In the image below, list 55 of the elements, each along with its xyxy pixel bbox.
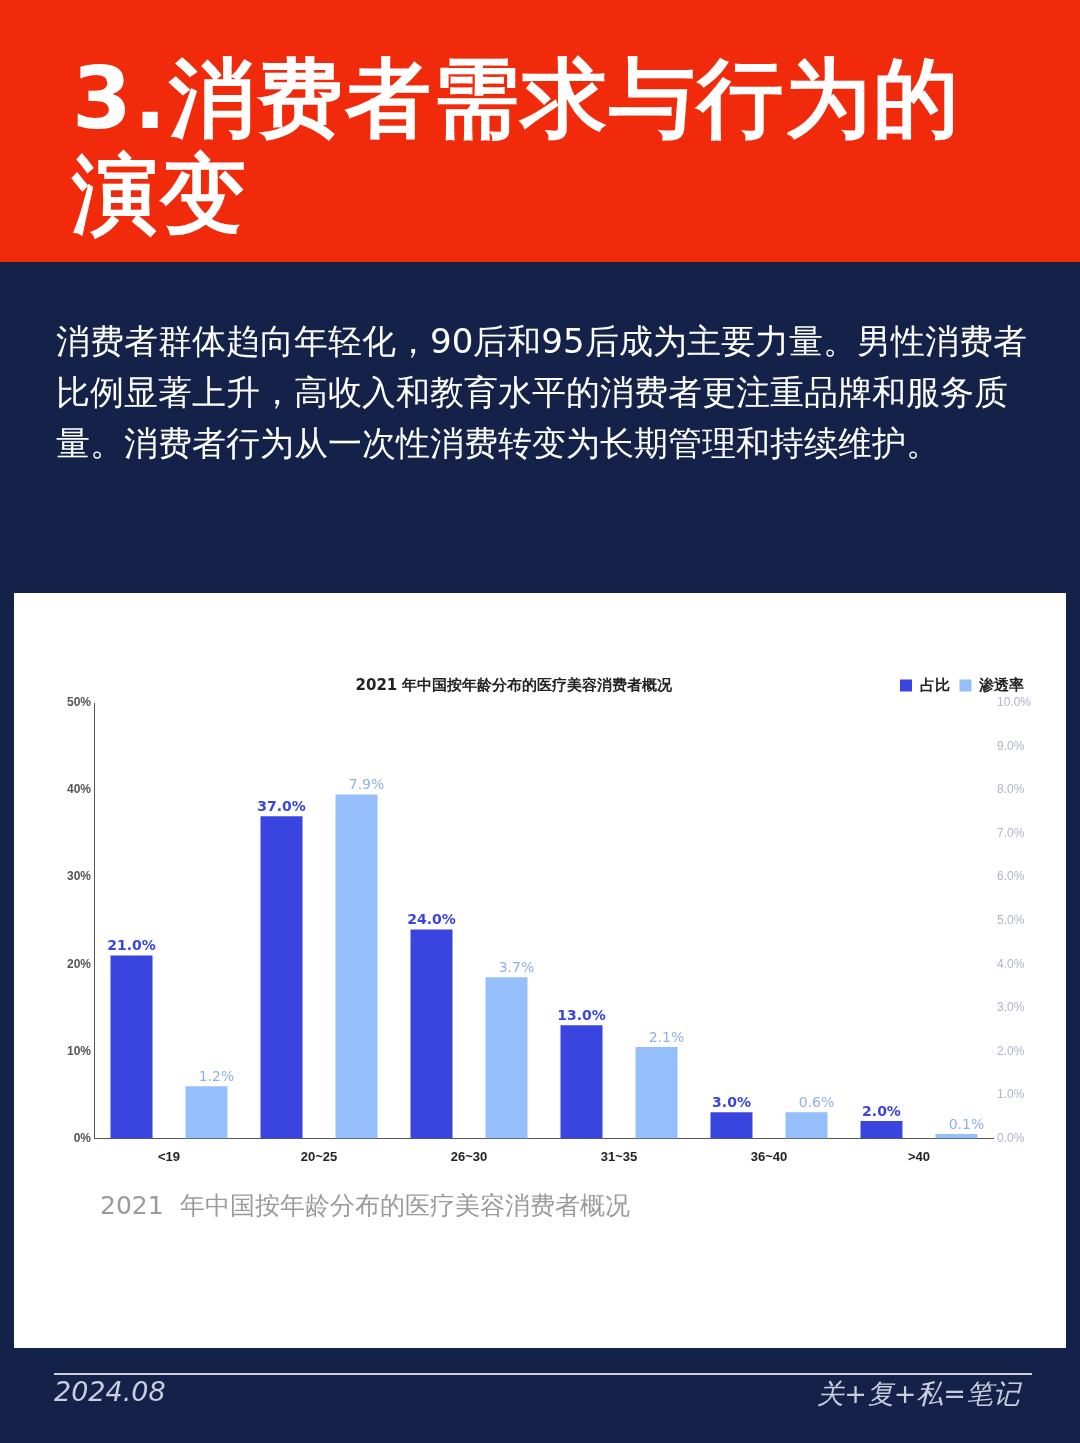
- bar: [560, 1025, 603, 1139]
- y2-tick-label: 1.0%: [996, 1087, 1025, 1102]
- bar: [185, 1086, 228, 1139]
- data-label: 0.6%: [798, 1093, 835, 1110]
- data-label: 3.7%: [498, 958, 535, 975]
- y2-tick-label: 3.0%: [996, 1000, 1025, 1015]
- bar: [485, 977, 528, 1139]
- bar: [335, 794, 378, 1139]
- y2-tick-label: 8.0%: [996, 782, 1025, 797]
- y2-tick-label: 5.0%: [996, 913, 1025, 928]
- y2-tick-label: 6.0%: [996, 869, 1025, 884]
- legend-label: 占比: [919, 675, 950, 693]
- y-tick-label: 30%: [66, 869, 92, 884]
- y2-tick-label: 4.0%: [996, 956, 1025, 971]
- chart-title: 3.消费者需求与行为的演变: [72, 48, 962, 244]
- text: 关+复+私=笔记: [817, 1377, 1020, 1411]
- chart-subtitle: 消费者群体趋向年轻化，90后和95后成为主要力量。男性消费者比例显著上升，高收入和教育水平的消费者更注重品牌和服务质量。消费者行为从一次性消费转变为长期管理和持续维护。: [56, 320, 1028, 465]
- x-tick-label: 36~40: [750, 1148, 788, 1164]
- data-label: 13.0%: [557, 1006, 606, 1023]
- y-tick-label: 0%: [73, 1130, 92, 1145]
- bar: [110, 955, 153, 1139]
- y2-tick-label: 2.0%: [996, 1043, 1025, 1058]
- bar: [785, 1112, 828, 1139]
- data-label: 3.0%: [712, 1093, 751, 1110]
- data-label: 1.2%: [198, 1067, 235, 1084]
- data-label: 21.0%: [107, 937, 156, 954]
- data-label: 37.0%: [257, 797, 306, 814]
- text: 2021 年中国按年龄分布的医疗美容消费者概况: [355, 675, 674, 694]
- y2-tick-label: 7.0%: [996, 825, 1025, 840]
- bar: [260, 816, 303, 1139]
- x-tick-label: 26~30: [450, 1148, 488, 1164]
- data-label: 7.9%: [348, 776, 385, 793]
- legend-label: 渗透率: [978, 675, 1024, 693]
- bar: [935, 1134, 978, 1139]
- bar: [860, 1120, 903, 1139]
- y2-tick-label: 0.0%: [996, 1130, 1025, 1145]
- x-tick-label: 31~35: [600, 1148, 638, 1164]
- data-label: 0.1%: [948, 1115, 985, 1132]
- y2-tick-label: 10.0%: [996, 695, 1032, 710]
- y-tick-label: 40%: [66, 782, 92, 797]
- bar: [410, 929, 453, 1139]
- data-label: 2.0%: [862, 1102, 901, 1119]
- y-tick-label: 20%: [66, 956, 92, 971]
- bar: [635, 1046, 678, 1139]
- bar: [710, 1112, 753, 1139]
- x-tick-label: >40: [907, 1148, 931, 1164]
- text: 2021 年中国按年龄分布的医疗美容消费者概况: [100, 1190, 630, 1222]
- data-label: 24.0%: [407, 911, 456, 928]
- text: 2024.08: [54, 1376, 166, 1407]
- data-label: 2.1%: [648, 1028, 685, 1045]
- x-tick-label: <19: [157, 1148, 181, 1164]
- y-tick-label: 10%: [66, 1043, 92, 1058]
- y-tick-label: 50%: [66, 695, 92, 710]
- y2-tick-label: 9.0%: [996, 738, 1025, 753]
- x-tick-label: 20~25: [300, 1148, 338, 1164]
